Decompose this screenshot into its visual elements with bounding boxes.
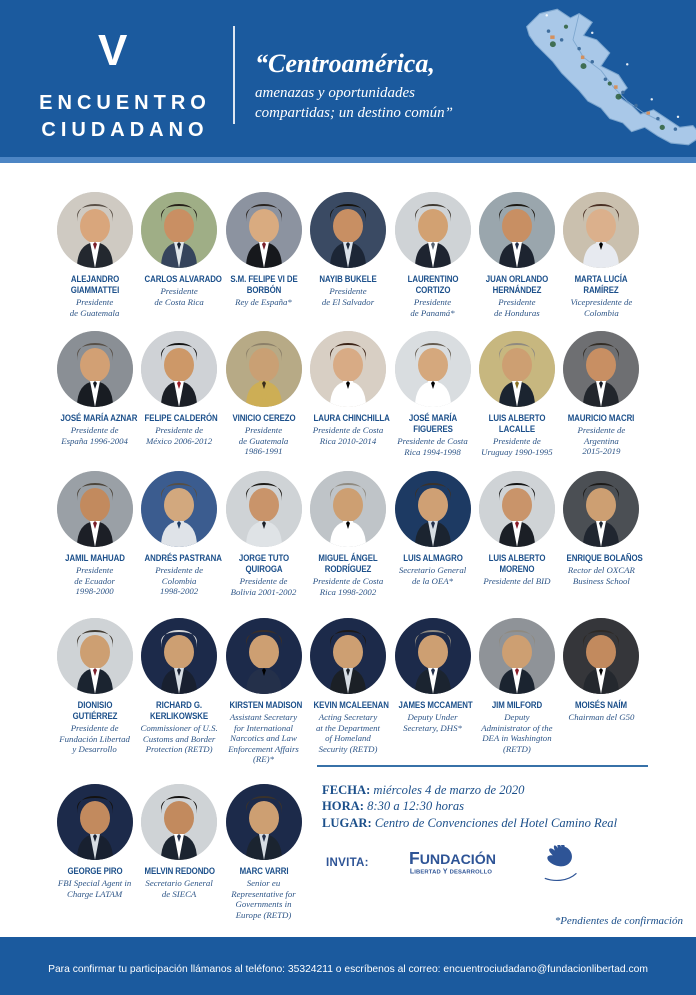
svg-text:FUNDACIÓN: FUNDACIÓN <box>409 848 496 868</box>
svg-text:LIBERTAD Y DESARROLLO: LIBERTAD Y DESARROLLO <box>410 868 492 875</box>
